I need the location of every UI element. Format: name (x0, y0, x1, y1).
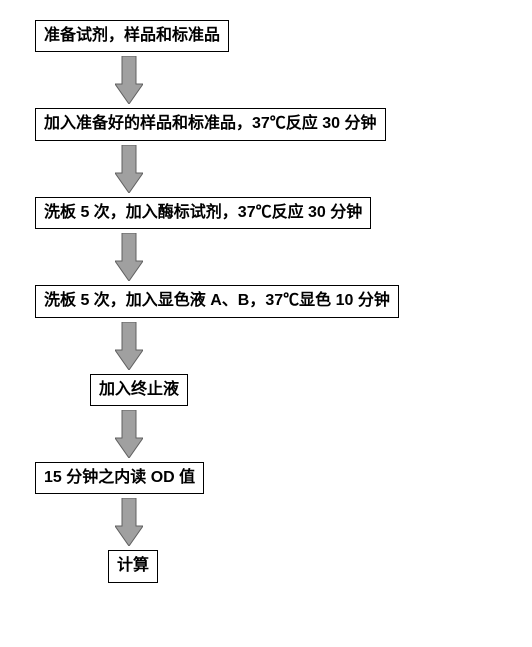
step-label: 计算 (117, 557, 149, 574)
step-label: 准备试剂，样品和标准品 (44, 27, 220, 44)
arrow-5 (115, 410, 143, 458)
step-box-4: 洗板 5 次，加入显色液 A、B，37℃显色 10 分钟 (35, 285, 399, 317)
step-box-2: 加入准备好的样品和标准品，37℃反应 30 分钟 (35, 108, 386, 140)
arrow-1 (115, 56, 143, 104)
flowchart-container: 准备试剂，样品和标准品 加入准备好的样品和标准品，37℃反应 30 分钟 洗板 … (20, 20, 512, 583)
arrow-2 (115, 145, 143, 193)
step-label: 加入准备好的样品和标准品，37℃反应 30 分钟 (44, 115, 377, 132)
step-label: 洗板 5 次，加入酶标试剂，37℃反应 30 分钟 (44, 204, 362, 221)
step-box-7: 计算 (108, 550, 158, 582)
step-box-3: 洗板 5 次，加入酶标试剂，37℃反应 30 分钟 (35, 197, 371, 229)
arrow-3 (115, 233, 143, 281)
step-label: 15 分钟之内读 OD 值 (44, 469, 195, 486)
arrow-down-icon (115, 410, 143, 458)
arrow-down-icon (115, 322, 143, 370)
arrow-4 (115, 322, 143, 370)
arrow-down-icon (115, 498, 143, 546)
arrow-down-icon (115, 145, 143, 193)
arrow-down-icon (115, 233, 143, 281)
arrow-6 (115, 498, 143, 546)
step-box-5: 加入终止液 (90, 374, 188, 406)
step-box-1: 准备试剂，样品和标准品 (35, 20, 229, 52)
step-label: 加入终止液 (99, 381, 179, 398)
step-label: 洗板 5 次，加入显色液 A、B，37℃显色 10 分钟 (44, 292, 390, 309)
arrow-down-icon (115, 56, 143, 104)
step-box-6: 15 分钟之内读 OD 值 (35, 462, 204, 494)
